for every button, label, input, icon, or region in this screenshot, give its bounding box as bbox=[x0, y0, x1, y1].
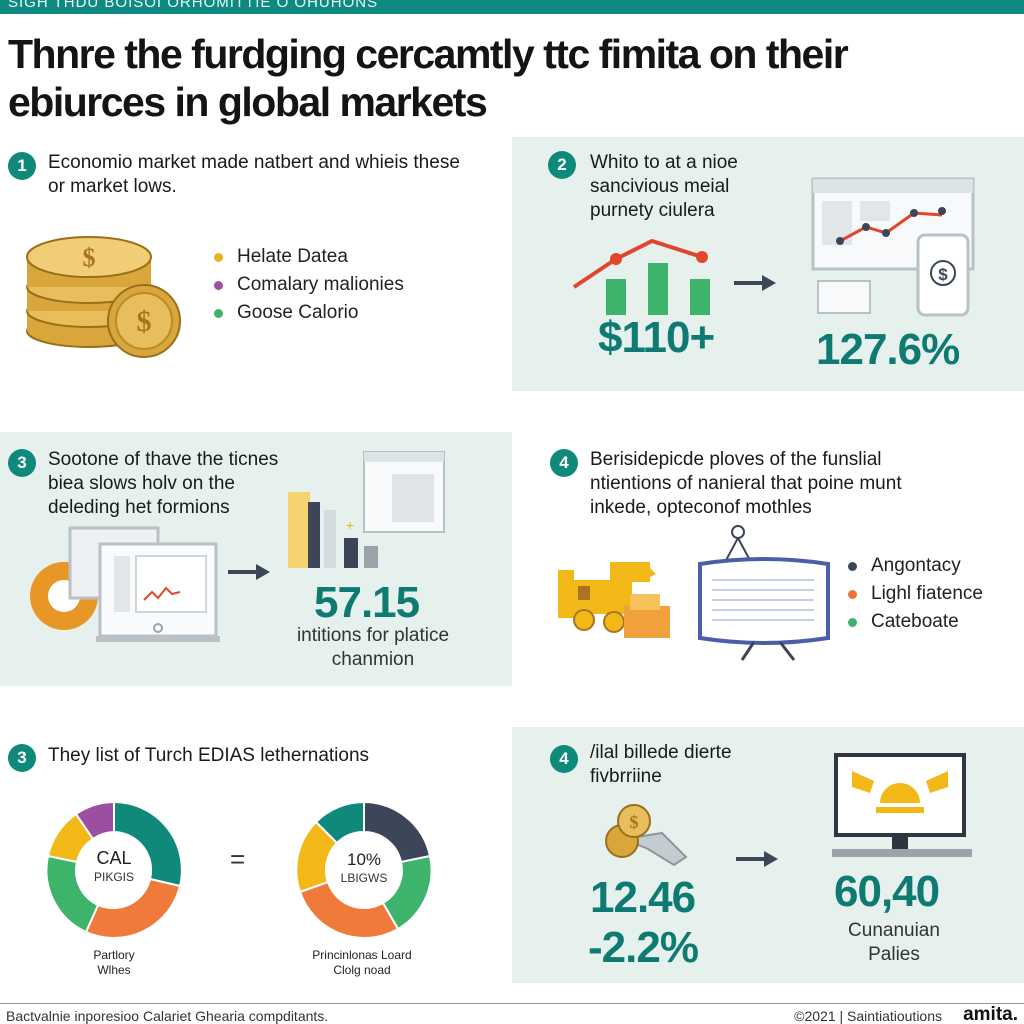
panel-2: 2 Whito to at a nioe sancivious meial pu… bbox=[512, 137, 1024, 391]
coin-hand-icon: $ bbox=[605, 804, 688, 867]
step-number: 1 bbox=[8, 152, 36, 180]
legend-dot-gold bbox=[214, 252, 223, 262]
legend-label: Goose Calorio bbox=[237, 302, 359, 323]
legend-item: Angontacy bbox=[848, 552, 983, 580]
step-number: 4 bbox=[550, 745, 578, 773]
svg-text:$: $ bbox=[938, 265, 948, 284]
panel-4-legend: Angontacy Lighl fiatence Cateboate bbox=[848, 552, 983, 636]
footer-note: Bactvalnie inporesioo Calariet Ghearia c… bbox=[6, 1008, 329, 1024]
arrow-right-icon bbox=[736, 851, 778, 867]
panel-6: 4 /ilal billede dierte fivbrriine $ 12.4… bbox=[512, 727, 1024, 983]
panel-text: Whito to at a nioe sancivious meial purn… bbox=[590, 152, 738, 221]
panel-5: 3 They list of Turch EDIAS lethernations… bbox=[0, 728, 510, 984]
legend-item: Goose Calorio bbox=[214, 299, 404, 327]
donut-right-center-sub: LBIGWS bbox=[340, 871, 388, 885]
svg-text:$: $ bbox=[137, 305, 152, 338]
legend-item: Comalary malionies bbox=[214, 271, 404, 299]
panel-text: /ilal billede dierte fivbrriine bbox=[590, 742, 732, 787]
donut-left-caption: Partlory Wlhes bbox=[93, 948, 135, 977]
panel-3: 3 Sootone of thave the ticnes biea slows… bbox=[0, 432, 512, 686]
legend-dot-green bbox=[848, 617, 857, 627]
legend-label: Lighl fiatence bbox=[871, 583, 983, 604]
arrow-right-icon bbox=[228, 564, 270, 580]
panel-text: Economio market made natbert and whieis … bbox=[48, 152, 460, 197]
monitor-icon bbox=[832, 753, 972, 857]
value-left: $110+ bbox=[598, 313, 715, 362]
panel-1: 1 Economio market made natbert and whiei… bbox=[0, 135, 510, 393]
legend-label: Angontacy bbox=[871, 555, 961, 576]
dashboard-icon: $ bbox=[811, 177, 975, 317]
page-title: Thnre the furdging cercamtly ttc fimita … bbox=[8, 31, 849, 125]
banner-text: SIGH THDU BOISOI ORHOMITTIE O OHUHONS bbox=[8, 0, 379, 11]
step-number: 2 bbox=[548, 151, 576, 179]
legend-label: Cateboate bbox=[871, 611, 959, 632]
legend-dot-green bbox=[214, 308, 223, 318]
donut-left-center-title: CAL bbox=[96, 848, 132, 868]
legend-item: Helate Datea bbox=[214, 243, 404, 271]
value-right-caption: Cunanuian Palies bbox=[848, 920, 940, 965]
donut-right-caption: Princinlonas Loard Clolg noad bbox=[312, 948, 412, 977]
brand-logo: amita. bbox=[963, 1004, 1018, 1024]
panel-text: Berisidepicde ploves of the funslial nti… bbox=[590, 449, 902, 518]
value-right: 60,40 bbox=[834, 867, 940, 916]
metric-caption: intitions for platice chanmion bbox=[296, 625, 450, 670]
panel-1-legend: Helate Datea Comalary malionies Goose Ca… bbox=[214, 243, 404, 327]
value-left-secondary: -2.2% bbox=[588, 923, 699, 972]
donut-chart-right bbox=[295, 800, 433, 939]
coins-icon: $ $ bbox=[26, 236, 181, 358]
footer: Bactvalnie inporesioo Calariet Ghearia c… bbox=[0, 1003, 1024, 1024]
legend-dot-purple bbox=[214, 280, 223, 290]
panel-4: 4 Berisidepicde ploves of the funslial n… bbox=[512, 432, 1024, 686]
footer-copyright: ©2021 | Saintiatioutions bbox=[794, 1008, 942, 1024]
step-number: 3 bbox=[8, 449, 36, 477]
forklift-icon bbox=[558, 562, 670, 638]
metric-value: 57.15 bbox=[314, 578, 420, 627]
donut-chart-left bbox=[45, 800, 183, 939]
legend-dot-navy bbox=[848, 561, 857, 571]
legend-dot-orange bbox=[848, 589, 857, 599]
value-left-primary: 12.46 bbox=[590, 873, 696, 922]
dashboard-icon bbox=[30, 526, 220, 642]
whiteboard-icon bbox=[698, 525, 830, 661]
panel-text: They list of Turch EDIAS lethernations bbox=[48, 745, 370, 766]
donut-left-center-sub: PIKGIS bbox=[93, 870, 134, 884]
arrow-right-icon bbox=[734, 275, 776, 291]
legend-item: Lighl fiatence bbox=[848, 580, 983, 608]
top-banner: SIGH THDU BOISOI ORHOMITTIE O OHUHONS bbox=[0, 0, 1024, 14]
legend-label: Helate Datea bbox=[237, 246, 348, 267]
legend-label: Comalary malionies bbox=[237, 274, 404, 295]
svg-text:+: + bbox=[346, 517, 354, 533]
step-number: 3 bbox=[8, 744, 36, 772]
panel-text: Sootone of thave the ticnes biea slows h… bbox=[48, 449, 279, 518]
donut-right-center-title: 10% bbox=[346, 850, 382, 869]
step-number: 4 bbox=[550, 449, 578, 477]
legend-item: Cateboate bbox=[848, 608, 983, 636]
bar-chart-icon: + bbox=[288, 451, 445, 568]
line-chart-icon bbox=[572, 238, 710, 315]
svg-text:$: $ bbox=[630, 812, 639, 832]
svg-text:$: $ bbox=[83, 243, 96, 272]
equals-sign: = bbox=[230, 844, 246, 874]
value-right: 127.6% bbox=[816, 325, 960, 374]
